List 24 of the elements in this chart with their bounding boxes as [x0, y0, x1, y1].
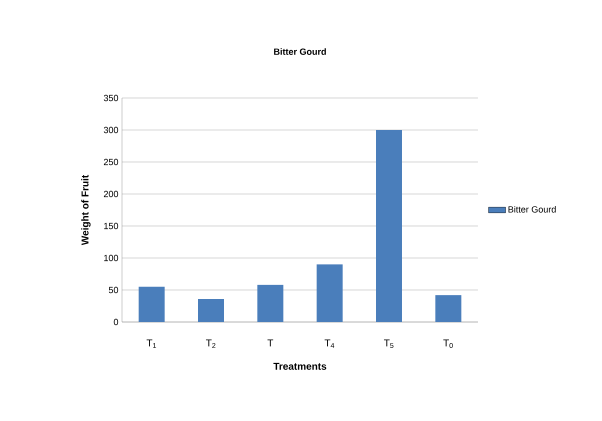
- bar: [257, 284, 284, 322]
- legend-label: Bitter Gourd: [508, 206, 556, 213]
- bar: [376, 130, 402, 322]
- y-tick-label: 250: [104, 158, 118, 166]
- y-tick-label: 350: [104, 94, 118, 102]
- bar: [198, 298, 224, 322]
- y-tick-label: 0: [114, 318, 118, 326]
- x-tick-label: T: [268, 340, 274, 346]
- x-axis-title: Treatments: [273, 362, 326, 370]
- chart-title: Bitter Gourd: [274, 48, 326, 55]
- y-axis-title: Weight of Fruit: [81, 174, 91, 246]
- x-tick-label: T$_{4}$: [324, 340, 334, 348]
- y-tick-label: 50: [108, 286, 118, 294]
- bar: [138, 286, 165, 322]
- y-tick-label: 100: [104, 254, 118, 262]
- y-tick-label: 200: [104, 190, 118, 198]
- y-tick-label: 300: [104, 126, 118, 134]
- x-tick-label: T$_{5}$: [384, 340, 394, 348]
- x-tick-label: T$_{0}$: [443, 340, 453, 348]
- bar: [316, 264, 343, 322]
- x-tick-label: T$_{2}$: [206, 340, 216, 348]
- x-tick-label: T$_{1}$: [146, 340, 156, 348]
- bar: [435, 295, 462, 322]
- y-tick-label: 150: [104, 222, 118, 230]
